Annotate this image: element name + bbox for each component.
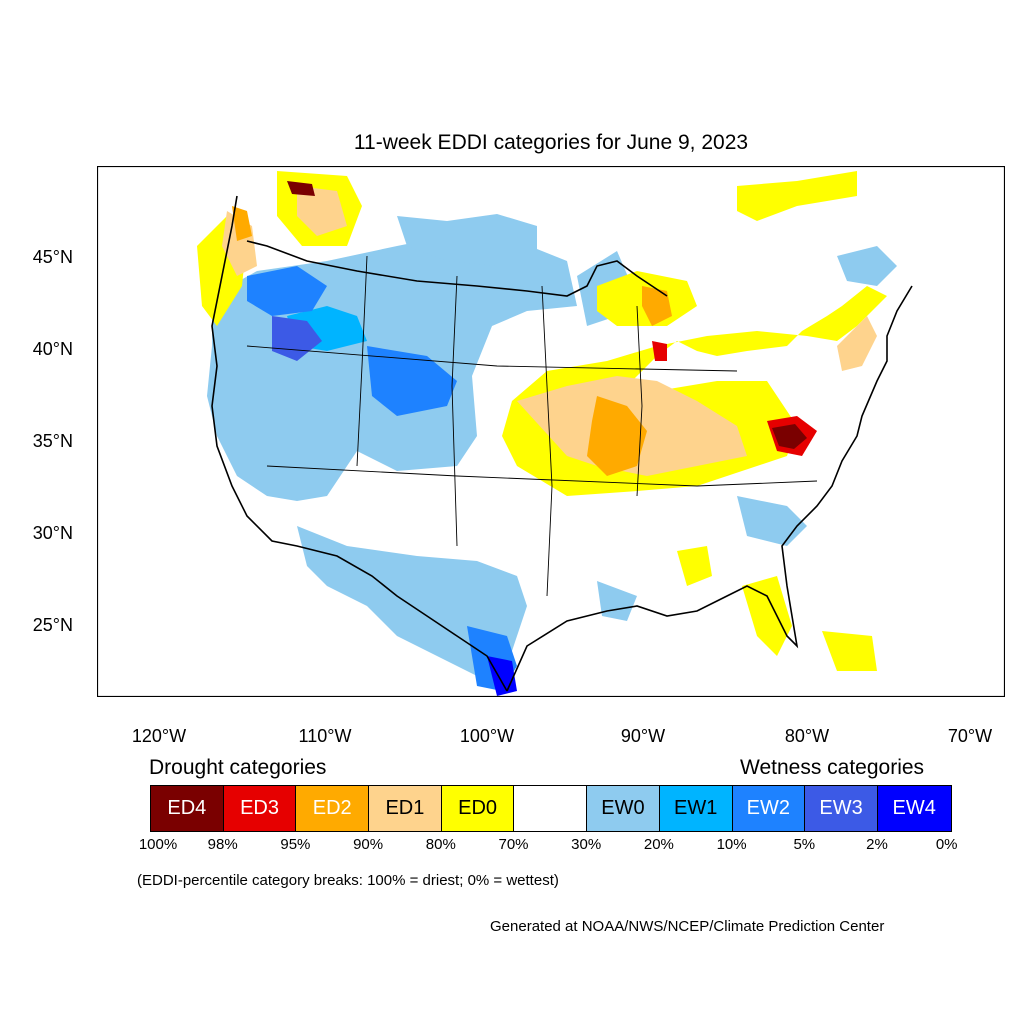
legend-cell-ew1: EW1: [659, 786, 733, 831]
ed3-ed4-regions: [287, 181, 817, 456]
lat-label-40: 40°N: [32, 339, 73, 359]
percentile-break-label: 2%: [866, 836, 888, 853]
category-legend: ED4 ED3 ED2 ED1 ED0 EW0 EW1 EW2 EW3 EW4: [150, 785, 952, 832]
lon-label-100: 100°W: [459, 726, 515, 746]
lat-label-45: 45°N: [32, 247, 73, 267]
percentile-break-label: 5%: [793, 836, 816, 853]
wetness-categories-heading: Wetness categories: [740, 756, 925, 779]
percentile-break-label: 0%: [935, 836, 958, 853]
lon-label-80: 80°W: [784, 726, 830, 746]
legend-cell-ed2: ED2: [296, 786, 370, 831]
drought-categories-heading: Drought categories: [149, 756, 327, 779]
legend-cell-ed3: ED3: [223, 786, 297, 831]
ed2-regions: [232, 206, 672, 476]
legend-cell-ew0: EW0: [587, 786, 660, 831]
percentile-break-label: 70%: [498, 836, 529, 853]
percentile-break-label: 20%: [643, 836, 674, 853]
legend-cell-ed4: ED4: [151, 786, 224, 831]
ew1-ew2-regions: [247, 266, 517, 696]
lat-label-30: 30°N: [32, 523, 73, 543]
map-title: 11-week EDDI categories for June 9, 2023: [353, 131, 749, 154]
lon-label-110: 110°W: [298, 726, 352, 746]
credit-line: Generated at NOAA/NWS/NCEP/Climate Predi…: [490, 918, 885, 935]
us-outline: [211, 195, 913, 692]
legend-cell-ed0: ED0: [441, 786, 515, 831]
legend-cell-ew4: EW4: [877, 786, 951, 831]
percentile-break-label: 100%: [138, 836, 178, 853]
map-border: [97, 166, 1005, 697]
lon-label-90: 90°W: [620, 726, 666, 746]
legend-cell-ew2: EW2: [732, 786, 806, 831]
percentile-break-label: 90%: [353, 836, 384, 853]
percentile-break-label: 98%: [207, 836, 238, 853]
lon-label-70: 70°W: [947, 726, 993, 746]
legend-cell-ew3: EW3: [805, 786, 878, 831]
legend-cell-ed1: ED1: [369, 786, 442, 831]
percentile-break-label: 80%: [425, 836, 456, 853]
lat-label-25: 25°N: [32, 615, 73, 635]
lat-label-35: 35°N: [32, 431, 73, 451]
percentile-break-label: 10%: [716, 836, 747, 853]
legend-cell-neutral: [514, 786, 588, 831]
state-lines: [246, 255, 818, 597]
category-note: (EDDI-percentile category breaks: 100% =…: [137, 872, 559, 889]
percentile-break-label: 30%: [571, 836, 602, 853]
percentile-break-label: 95%: [280, 836, 311, 853]
map-panel: [97, 166, 1005, 697]
lon-label-120: 120°W: [131, 726, 187, 746]
